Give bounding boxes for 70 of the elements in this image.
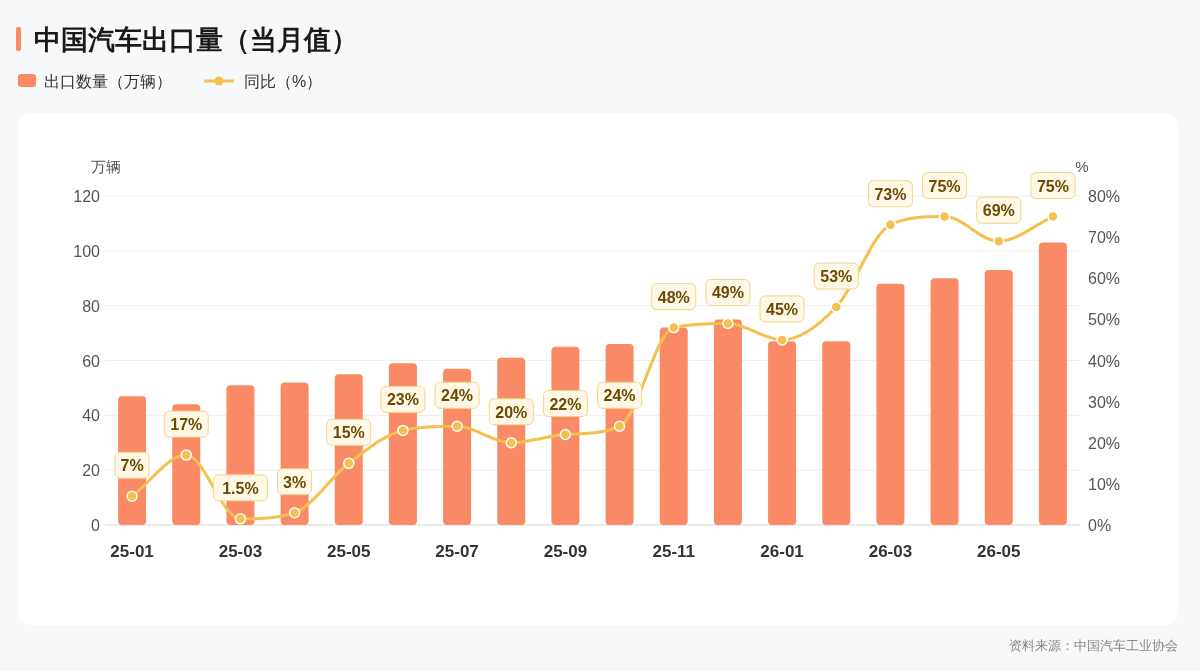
point [776, 334, 788, 346]
x-tick-label: 25-11 [652, 542, 696, 561]
x-tick-label: 26-03 [868, 542, 913, 561]
data-label: 75% [928, 177, 961, 195]
data-label: 45% [766, 300, 799, 318]
data-label: 69% [982, 202, 1015, 220]
x-tick-label: 25-01 [110, 542, 154, 561]
bar [822, 341, 851, 525]
y2-tick-label: 20% [1088, 434, 1121, 452]
data-label: 24% [603, 387, 636, 405]
bar [768, 341, 797, 525]
data-label: 20% [495, 403, 528, 421]
y2-tick-label: 10% [1088, 475, 1121, 493]
bar [1038, 242, 1067, 525]
point [397, 424, 409, 437]
x-tick-label: 25-03 [218, 542, 263, 561]
y-tick-label: 0 [91, 517, 101, 534]
x-tick-label: 25-09 [543, 542, 588, 561]
data-label: 23% [386, 391, 419, 409]
y-tick-label: 60 [82, 352, 101, 370]
point [830, 301, 842, 313]
y-tick-label: 20 [82, 462, 101, 480]
legend-label: 同比（%） [244, 73, 323, 90]
bar [930, 278, 959, 525]
y-axis-title: 万辆 [91, 158, 121, 175]
bar [659, 327, 688, 525]
point [180, 449, 192, 461]
point [668, 321, 680, 334]
data-label: 15% [332, 424, 365, 442]
x-tick-label: 25-05 [327, 542, 371, 561]
data-label: 17% [170, 416, 203, 434]
y-tick-label: 40 [82, 407, 101, 425]
y-tick-label: 120 [73, 188, 101, 205]
legend-label: 出口数量（万辆） [44, 73, 172, 90]
point [126, 490, 138, 502]
data-label: 3% [283, 473, 307, 491]
text: 资料来源：中国汽车工业协会 [1009, 638, 1178, 653]
bar [876, 283, 905, 525]
y2-tick-label: 70% [1088, 229, 1121, 247]
y2-tick-label: 0% [1088, 517, 1112, 534]
y2-tick-label: 50% [1088, 311, 1121, 329]
data-label: 53% [820, 268, 853, 286]
data-label: 48% [657, 288, 690, 306]
data-label: 1.5% [222, 479, 259, 497]
chart-title: 中国汽车出口量（当月值） [34, 25, 358, 55]
data-label: 75% [1036, 177, 1069, 195]
data-label: 24% [441, 387, 474, 405]
bar [713, 319, 742, 525]
y-tick-label: 80 [82, 297, 101, 315]
y2-axis-title: % [1075, 158, 1089, 175]
data-label: 7% [120, 457, 144, 475]
y2-tick-label: 30% [1088, 393, 1121, 411]
data-label: 49% [711, 284, 744, 302]
point [451, 420, 463, 433]
point [613, 420, 626, 433]
point [288, 506, 301, 519]
point [343, 457, 355, 470]
data-label: 22% [549, 395, 582, 413]
point [505, 437, 517, 449]
point [234, 513, 247, 525]
data-label: 73% [874, 185, 907, 203]
y2-tick-label: 60% [1088, 270, 1121, 288]
x-tick-label: 26-01 [760, 542, 804, 561]
y2-tick-label: 80% [1088, 188, 1121, 205]
y-tick-label: 100 [73, 242, 101, 260]
x-tick-label: 25-07 [435, 542, 479, 561]
y2-tick-label: 40% [1088, 352, 1121, 370]
x-tick-label: 26-05 [977, 542, 1021, 561]
bar [984, 270, 1013, 525]
point [559, 428, 572, 441]
